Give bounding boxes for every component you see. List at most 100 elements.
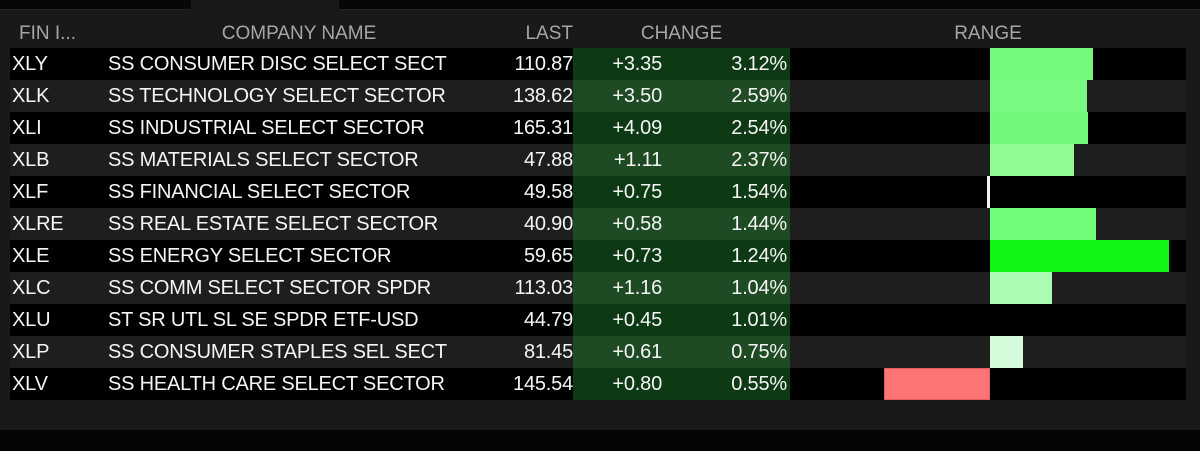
- ticker-cell: XLY: [12, 52, 48, 75]
- range-cell: [790, 304, 1186, 336]
- last-price-cell: 113.03: [514, 276, 574, 299]
- range-bar: [990, 112, 1088, 144]
- top-tab-bar: [0, 0, 1200, 20]
- last-price-cell: 145.54: [513, 372, 573, 395]
- change-value: +0.73: [612, 244, 662, 267]
- range-cell: [790, 272, 1186, 304]
- change-cell: +0.45 1.01%: [573, 304, 790, 336]
- change-percent: 0.55%: [731, 372, 787, 395]
- range-cell: [790, 336, 1186, 368]
- last-price-cell: 44.79: [523, 308, 573, 331]
- table-row[interactable]: XLU ST SR UTL SL SE SPDR ETF-USD 44.79 +…: [10, 304, 1186, 336]
- change-percent: 3.12%: [731, 52, 787, 75]
- ticker-cell: XLB: [12, 148, 50, 171]
- table-row[interactable]: XLC SS COMM SELECT SECTOR SPDR 113.03 +1…: [10, 272, 1186, 304]
- range-bar: [990, 272, 1052, 304]
- change-value: +0.61: [612, 340, 662, 363]
- range-cell: [790, 144, 1186, 176]
- change-percent: 1.44%: [731, 212, 787, 235]
- tab-edge-right: [339, 0, 1200, 10]
- last-price-cell: 49.58: [523, 180, 573, 203]
- range-bar: [990, 144, 1074, 176]
- company-name-cell: SS REAL ESTATE SELECT SECTOR: [108, 212, 439, 235]
- change-cell: +0.73 1.24%: [573, 240, 790, 272]
- range-bar: [990, 336, 1023, 368]
- header-change[interactable]: CHANGE: [640, 23, 723, 44]
- range-bar: [990, 80, 1087, 112]
- change-cell: +3.50 2.59%: [573, 80, 790, 112]
- range-bar: [990, 48, 1093, 80]
- ticker-cell: XLE: [12, 244, 50, 267]
- tab-edge-left: [0, 0, 191, 10]
- company-name-cell: SS CONSUMER STAPLES SEL SECT: [108, 340, 447, 363]
- ticker-cell: XLV: [12, 372, 48, 395]
- header-company[interactable]: COMPANY NAME: [221, 23, 377, 44]
- last-price-cell: 47.88: [523, 148, 573, 171]
- ticker-cell: XLRE: [12, 212, 64, 235]
- range-cell: [790, 368, 1186, 400]
- bottom-gap: [0, 400, 1200, 430]
- last-price-cell: 81.45: [523, 340, 573, 363]
- change-cell: +1.11 2.37%: [573, 144, 790, 176]
- change-percent: 0.75%: [731, 340, 787, 363]
- change-cell: +0.61 0.75%: [573, 336, 790, 368]
- bottom-status-bar: [0, 430, 1200, 451]
- company-name-cell: SS INDUSTRIAL SELECT SECTOR: [108, 116, 425, 139]
- change-percent: 2.37%: [731, 148, 787, 171]
- change-value: +1.11: [613, 148, 662, 171]
- company-name-cell: SS COMM SELECT SECTOR SPDR: [108, 276, 432, 299]
- last-price-cell: 165.31: [513, 116, 573, 139]
- ticker-cell: XLC: [12, 276, 51, 299]
- range-cell: [790, 80, 1186, 112]
- range-cell: [790, 112, 1186, 144]
- change-percent: 1.04%: [731, 276, 787, 299]
- ticker-cell: XLU: [12, 308, 51, 331]
- table-row[interactable]: XLF SS FINANCIAL SELECT SECTOR 49.58 +0.…: [10, 176, 1186, 208]
- company-name-cell: SS MATERIALS SELECT SECTOR: [108, 148, 419, 171]
- range-bar: [990, 208, 1096, 240]
- change-cell: +4.09 2.54%: [573, 112, 790, 144]
- range-cell: [790, 48, 1186, 80]
- table-row[interactable]: XLP SS CONSUMER STAPLES SEL SECT 81.45 +…: [10, 336, 1186, 368]
- header-ticker[interactable]: FIN I...: [19, 23, 76, 44]
- change-value: +1.16: [612, 276, 662, 299]
- change-value: +0.80: [612, 372, 662, 395]
- change-value: +0.75: [612, 180, 662, 203]
- table-header-row: FIN I... COMPANY NAME LAST CHANGE RANGE: [10, 20, 1186, 48]
- table-row[interactable]: XLI SS INDUSTRIAL SELECT SECTOR 165.31 +…: [10, 112, 1186, 144]
- change-percent: 2.59%: [731, 84, 787, 107]
- change-value: +3.35: [612, 52, 662, 75]
- range-cell: [790, 240, 1186, 272]
- change-value: +0.58: [612, 212, 662, 235]
- change-cell: +1.16 1.04%: [573, 272, 790, 304]
- ticker-cell: XLP: [12, 340, 50, 363]
- table-row[interactable]: XLK SS TECHNOLOGY SELECT SECTOR 138.62 +…: [10, 80, 1186, 112]
- last-price-cell: 40.90: [523, 212, 573, 235]
- company-name-cell: SS CONSUMER DISC SELECT SECT: [108, 52, 447, 75]
- company-name-cell: SS ENERGY SELECT SECTOR: [108, 244, 392, 267]
- change-percent: 1.01%: [731, 308, 787, 331]
- change-value: +3.50: [612, 84, 662, 107]
- range-bar: [884, 368, 990, 400]
- company-name-cell: SS TECHNOLOGY SELECT SECTOR: [108, 84, 446, 107]
- change-percent: 1.24%: [731, 244, 787, 267]
- ticker-cell: XLI: [12, 116, 42, 139]
- company-name-cell: SS HEALTH CARE SELECT SECTOR: [108, 372, 445, 395]
- ticker-cell: XLK: [12, 84, 50, 107]
- table-row[interactable]: XLE SS ENERGY SELECT SECTOR 59.65 +0.73 …: [10, 240, 1186, 272]
- header-range[interactable]: RANGE: [954, 23, 1022, 44]
- table-row[interactable]: XLV SS HEALTH CARE SELECT SECTOR 145.54 …: [10, 368, 1186, 400]
- change-percent: 1.54%: [731, 180, 787, 203]
- table-row[interactable]: XLRE SS REAL ESTATE SELECT SECTOR 40.90 …: [10, 208, 1186, 240]
- last-price-cell: 138.62: [513, 84, 573, 107]
- company-name-cell: ST SR UTL SL SE SPDR ETF-USD: [108, 308, 419, 331]
- table-row[interactable]: XLY SS CONSUMER DISC SELECT SECT 110.87 …: [10, 48, 1186, 80]
- company-name-cell: SS FINANCIAL SELECT SECTOR: [108, 180, 411, 203]
- range-marker: [987, 176, 990, 208]
- change-cell: +3.35 3.12%: [573, 48, 790, 80]
- change-cell: +0.75 1.54%: [573, 176, 790, 208]
- table-row[interactable]: XLB SS MATERIALS SELECT SECTOR 47.88 +1.…: [10, 144, 1186, 176]
- change-percent: 2.54%: [731, 116, 787, 139]
- header-last[interactable]: LAST: [525, 23, 573, 44]
